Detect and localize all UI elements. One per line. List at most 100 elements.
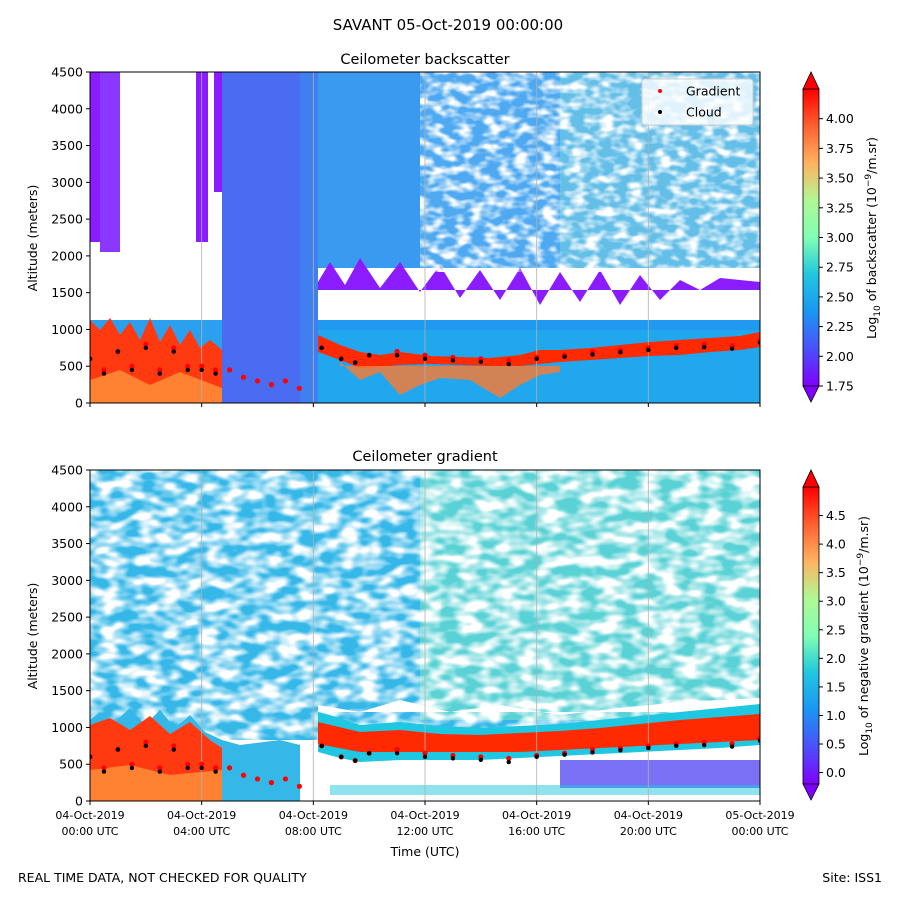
colorbar-tick-label: 4.00 bbox=[826, 111, 854, 126]
cloud-point bbox=[562, 752, 567, 757]
cloud-point bbox=[157, 769, 162, 774]
gradient-point bbox=[506, 755, 512, 761]
colorbar-tick-label: 2.5 bbox=[826, 622, 846, 637]
cloud-point bbox=[90, 754, 93, 760]
gradient-heatmap bbox=[90, 470, 760, 801]
cloud-point bbox=[143, 345, 149, 351]
ytick-label: 4000 bbox=[51, 499, 83, 514]
gradient-point bbox=[199, 363, 205, 369]
cloud-point bbox=[506, 759, 511, 765]
cloud-point bbox=[534, 356, 539, 362]
xtick-label-time: 16:00 UTC bbox=[508, 825, 565, 838]
legend: Gradient Cloud bbox=[641, 78, 754, 126]
gradient-point bbox=[129, 363, 135, 369]
cloud-point bbox=[339, 754, 344, 760]
cloud-point bbox=[729, 346, 735, 351]
gradient-xlabel: Time (UTC) bbox=[389, 844, 459, 859]
ytick-label: 2500 bbox=[51, 212, 83, 227]
ytick-label: 4500 bbox=[51, 463, 83, 478]
colorbar-tick-label: 4.0 bbox=[826, 537, 846, 552]
cloud-point bbox=[366, 750, 372, 756]
cloud-point bbox=[422, 754, 428, 760]
cloud-point bbox=[213, 769, 218, 774]
gradient-point bbox=[254, 378, 261, 384]
gradient-point bbox=[296, 385, 302, 391]
cloud-point bbox=[450, 358, 456, 363]
ytick-label: 4000 bbox=[51, 101, 83, 116]
gradient-point bbox=[129, 761, 135, 767]
gradient-point bbox=[394, 348, 400, 355]
backscatter-series bbox=[90, 337, 760, 391]
cloud-point bbox=[171, 747, 176, 752]
xtick-label-date: 04-Oct-2019 bbox=[167, 809, 236, 822]
ytick-label: 1000 bbox=[51, 720, 83, 735]
cloud-point bbox=[674, 743, 679, 749]
gradient-point bbox=[268, 780, 275, 786]
xtick-label-date: 04-Oct-2019 bbox=[390, 809, 459, 822]
xtick-label-date: 04-Oct-2019 bbox=[55, 809, 124, 822]
gradient-point bbox=[240, 374, 247, 380]
cloud-point bbox=[506, 361, 511, 367]
gradient-series bbox=[90, 735, 760, 789]
gradient-colorbar-label: Log10 of negative gradient (10−9/m.sr) bbox=[856, 516, 875, 756]
gradient-point bbox=[199, 761, 205, 767]
ytick-label: 3500 bbox=[51, 138, 83, 153]
colorbar-tick-label: 3.50 bbox=[826, 171, 854, 186]
gradient-title: Ceilometer gradient bbox=[352, 449, 498, 465]
cloud-point bbox=[646, 745, 651, 751]
backscatter-xticks bbox=[89, 403, 761, 407]
xtick-label-date: 05-Oct-2019 bbox=[725, 809, 794, 822]
cloud-point bbox=[450, 756, 456, 761]
gradient-point bbox=[226, 367, 233, 373]
gradient-point bbox=[296, 783, 302, 789]
ytick-label: 1000 bbox=[51, 322, 83, 337]
gradient-yaxis: 0 500 1000 1500 2000 2500 3000 3500 4000 4500 bbox=[51, 463, 90, 809]
legend-cloud-marker bbox=[658, 110, 662, 114]
ytick-label: 1500 bbox=[51, 285, 83, 300]
gradient-panel: Ceilometer gradient Altitude (meters) Ti… bbox=[25, 449, 875, 859]
cloud-point bbox=[199, 367, 204, 373]
gradient-point bbox=[185, 761, 191, 767]
cloud-point bbox=[534, 754, 539, 760]
gradient-point bbox=[282, 776, 289, 782]
colorbar-tick-label: 2.00 bbox=[826, 349, 854, 364]
cloud-point bbox=[157, 371, 162, 376]
colorbar-tick-label: 2.75 bbox=[826, 260, 854, 275]
ytick-label: 2000 bbox=[51, 248, 83, 263]
backscatter-panel: Ceilometer backscatter Altitude (meters) bbox=[25, 52, 883, 411]
footer-site: Site: ISS1 bbox=[822, 870, 882, 885]
cloud-point bbox=[213, 371, 218, 376]
backscatter-yaxis: 0 500 1000 1500 2000 2500 3000 3500 4000 4500 bbox=[51, 65, 90, 411]
gradient-point bbox=[157, 765, 163, 771]
gradient-point bbox=[268, 382, 275, 388]
colorbar-tick-label: 2.0 bbox=[826, 651, 846, 666]
backscatter-colorbar-label: Log10 of backscatter (10−9/m.sr) bbox=[864, 137, 883, 339]
colorbar-tick-label: 3.75 bbox=[826, 141, 854, 156]
cloud-point bbox=[590, 352, 595, 357]
xtick-label-time: 12:00 UTC bbox=[396, 825, 453, 838]
gradient-ylabel: Altitude (meters) bbox=[25, 583, 40, 690]
cloud-point bbox=[366, 352, 372, 358]
cloud-point bbox=[422, 356, 428, 362]
backscatter-title: Ceilometer backscatter bbox=[340, 52, 509, 68]
gradient-point bbox=[171, 345, 177, 351]
colorbar-tick-label: 3.00 bbox=[826, 230, 854, 245]
colorbar-tick-label: 3.25 bbox=[826, 200, 854, 215]
ytick-label: 0 bbox=[75, 396, 83, 411]
cloud-point bbox=[394, 750, 400, 756]
colorbar-tick-label: 4.5 bbox=[826, 508, 846, 523]
cloud-point bbox=[590, 750, 595, 755]
gradient-point bbox=[394, 746, 400, 753]
gradient-point bbox=[171, 743, 177, 749]
cloud-point bbox=[185, 765, 190, 771]
cloud-point bbox=[115, 349, 121, 354]
ytick-label: 0 bbox=[75, 794, 83, 809]
colorbar-tick-label: 3.0 bbox=[826, 594, 846, 609]
xtick-label-date: 04-Oct-2019 bbox=[502, 809, 571, 822]
gradient-point bbox=[213, 765, 219, 771]
cloud-point bbox=[90, 356, 93, 362]
gradient-colorbar: 0.0 0.5 1.0 1.5 2.0 2.5 3.0 3.5 4.0 4.5 Log10 of … bbox=[802, 469, 875, 801]
cloud-point bbox=[646, 347, 651, 353]
ytick-label: 4500 bbox=[51, 65, 83, 80]
colorbar-tick-label: 3.5 bbox=[826, 565, 846, 580]
